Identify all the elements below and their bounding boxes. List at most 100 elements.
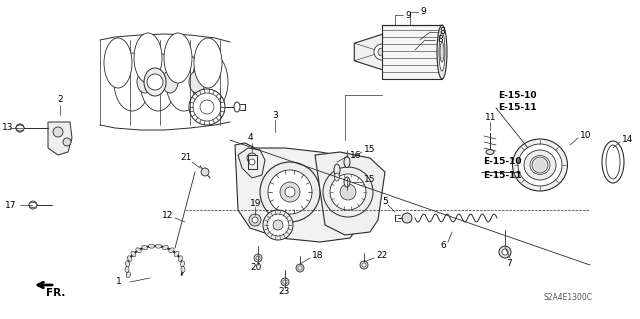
Text: E-15-11: E-15-11	[498, 103, 536, 113]
Ellipse shape	[234, 102, 240, 112]
Circle shape	[285, 187, 295, 197]
Ellipse shape	[148, 244, 154, 248]
Circle shape	[298, 266, 302, 270]
Circle shape	[268, 170, 312, 214]
Circle shape	[247, 153, 257, 163]
Ellipse shape	[606, 145, 620, 179]
Circle shape	[323, 167, 373, 217]
Text: 18: 18	[312, 251, 323, 261]
Circle shape	[256, 256, 260, 260]
Ellipse shape	[189, 71, 205, 93]
Circle shape	[280, 182, 300, 202]
Ellipse shape	[127, 256, 132, 262]
Ellipse shape	[486, 150, 494, 154]
Bar	[382, 25, 442, 79]
Circle shape	[283, 280, 287, 284]
Circle shape	[532, 157, 548, 173]
Circle shape	[502, 249, 508, 255]
Text: 7: 7	[506, 258, 512, 268]
Ellipse shape	[518, 144, 562, 186]
Text: E-15-11: E-15-11	[483, 170, 522, 180]
Text: 22: 22	[376, 251, 387, 261]
Ellipse shape	[194, 38, 222, 88]
Circle shape	[330, 174, 366, 210]
Bar	[248, 155, 257, 169]
Text: 2: 2	[57, 95, 63, 105]
Circle shape	[189, 89, 225, 125]
Circle shape	[249, 214, 261, 226]
Ellipse shape	[344, 157, 350, 167]
Ellipse shape	[181, 266, 185, 272]
Polygon shape	[238, 148, 265, 178]
Ellipse shape	[174, 251, 179, 256]
Circle shape	[249, 159, 255, 165]
Ellipse shape	[126, 272, 131, 278]
Text: 20: 20	[250, 263, 261, 272]
Circle shape	[254, 254, 262, 262]
Circle shape	[378, 48, 386, 56]
Ellipse shape	[125, 266, 129, 272]
Ellipse shape	[344, 177, 350, 187]
Circle shape	[147, 74, 163, 90]
Circle shape	[263, 210, 293, 240]
Circle shape	[362, 263, 366, 267]
Text: 15: 15	[364, 145, 376, 154]
Text: 8: 8	[437, 35, 443, 44]
Circle shape	[250, 155, 255, 160]
Text: 8: 8	[439, 27, 445, 36]
Circle shape	[340, 184, 356, 200]
Ellipse shape	[437, 25, 447, 79]
Ellipse shape	[192, 53, 228, 111]
Circle shape	[374, 44, 390, 60]
Ellipse shape	[530, 155, 550, 174]
Text: 9: 9	[420, 8, 426, 17]
Circle shape	[200, 100, 214, 114]
Text: 10: 10	[580, 131, 591, 140]
Ellipse shape	[439, 33, 445, 71]
Ellipse shape	[334, 164, 340, 176]
Text: 3: 3	[272, 110, 278, 120]
Ellipse shape	[178, 256, 182, 262]
Circle shape	[252, 217, 258, 223]
Text: 21: 21	[180, 153, 191, 162]
Text: 13: 13	[2, 123, 13, 132]
Ellipse shape	[140, 53, 176, 111]
Ellipse shape	[335, 173, 339, 181]
Text: 14: 14	[622, 136, 634, 145]
Ellipse shape	[402, 213, 412, 223]
Ellipse shape	[136, 248, 141, 253]
Ellipse shape	[169, 248, 174, 253]
Circle shape	[281, 278, 289, 286]
Text: E-15-10: E-15-10	[498, 91, 536, 100]
Circle shape	[63, 138, 71, 146]
Ellipse shape	[164, 33, 192, 83]
Text: 1: 1	[116, 278, 122, 286]
Ellipse shape	[29, 203, 37, 207]
Circle shape	[260, 162, 320, 222]
Ellipse shape	[156, 244, 161, 248]
Circle shape	[193, 93, 221, 121]
Ellipse shape	[166, 53, 202, 111]
Ellipse shape	[142, 245, 148, 250]
Text: 17: 17	[5, 201, 17, 210]
Text: 5: 5	[382, 197, 388, 206]
Text: 19: 19	[250, 198, 262, 207]
Ellipse shape	[162, 71, 178, 93]
Ellipse shape	[137, 71, 153, 93]
Circle shape	[296, 264, 304, 272]
Ellipse shape	[97, 43, 243, 121]
Ellipse shape	[602, 141, 624, 183]
Text: 16: 16	[350, 151, 362, 160]
Text: FR.: FR.	[46, 288, 65, 298]
Circle shape	[267, 214, 289, 236]
Circle shape	[53, 127, 63, 137]
Circle shape	[29, 201, 37, 209]
Text: E-15-10: E-15-10	[483, 158, 522, 167]
Ellipse shape	[440, 42, 444, 62]
Text: 15: 15	[364, 175, 376, 184]
Text: 23: 23	[278, 287, 289, 296]
Ellipse shape	[16, 125, 24, 131]
Text: 6: 6	[440, 241, 445, 249]
Text: 9: 9	[405, 11, 411, 19]
Circle shape	[16, 124, 24, 132]
